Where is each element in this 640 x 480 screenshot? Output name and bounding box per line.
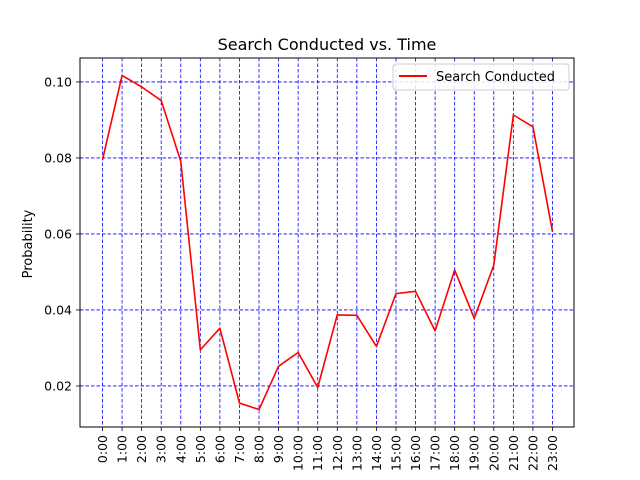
plot-frame (79, 57, 575, 428)
x-tick-label: 8:00 (252, 435, 267, 463)
x-tick-label: 0:00 (95, 435, 110, 463)
legend-label: Search Conducted (436, 70, 555, 85)
x-tick-label: 20:00 (486, 435, 501, 471)
x-tick-label: 5:00 (193, 435, 208, 463)
x-tick-label: 23:00 (545, 435, 560, 471)
x-tick-label: 3:00 (154, 435, 169, 463)
y-tick-label: 0.10 (44, 74, 72, 89)
x-tick-label: 15:00 (388, 435, 403, 471)
axes: 0:00 1:00 2:00 3:00 4:00 5:00 6:00 7:00 8:00 9:00… (44, 74, 560, 471)
series-line-search-conducted (101, 74, 554, 411)
x-tick-label: 12:00 (330, 435, 345, 471)
x-tick-label: 11:00 (310, 435, 325, 471)
legend-box (392, 63, 570, 91)
x-tick-label: 21:00 (506, 435, 521, 471)
x-tick-label: 6:00 (212, 435, 227, 463)
y-tick-label: 0.08 (44, 150, 72, 165)
x-tick-label: 9:00 (271, 435, 286, 463)
x-tick-label: 10:00 (291, 435, 306, 471)
y-axis-label: Probability (21, 209, 36, 278)
grid (80, 58, 574, 427)
x-tick-label: 22:00 (525, 435, 540, 471)
x-tick-label: 1:00 (115, 435, 130, 463)
series-layer (101, 74, 554, 411)
x-tick-label: 16:00 (408, 435, 423, 471)
legend: Search Conducted (392, 63, 570, 91)
x-tick-label: 18:00 (447, 435, 462, 471)
x-tick-label: 13:00 (349, 435, 364, 471)
x-tick-label: 7:00 (232, 435, 247, 463)
x-tick-label: 4:00 (173, 435, 188, 463)
x-tick-label: 2:00 (134, 435, 149, 463)
y-tick-label: 0.04 (44, 302, 72, 317)
x-tick-label: 14:00 (369, 435, 384, 471)
x-tick-label: 17:00 (428, 435, 443, 471)
x-tick-label: 19:00 (467, 435, 482, 471)
y-tick-label: 0.02 (44, 378, 72, 393)
y-tick-label: 0.06 (44, 226, 72, 241)
chart-title: Search Conducted vs. Time (218, 35, 437, 54)
